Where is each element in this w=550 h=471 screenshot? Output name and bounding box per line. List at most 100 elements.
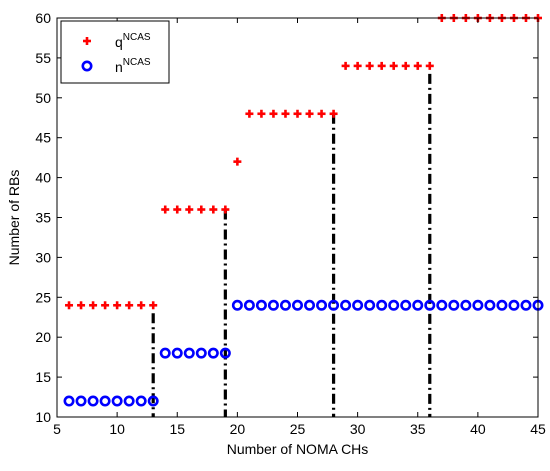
data-point-plus: [185, 205, 194, 214]
data-point-circle: [123, 395, 135, 407]
y-tick-label: 35: [35, 210, 51, 226]
data-point-circle: [99, 395, 111, 407]
data-point-circle: [135, 395, 147, 407]
series-2: [63, 299, 544, 407]
data-point-circle: [219, 347, 231, 359]
data-point-plus: [341, 61, 350, 70]
legend-label-superscript: NCAS: [123, 57, 151, 68]
y-tick-label: 30: [35, 249, 51, 265]
data-point-plus: [317, 109, 326, 118]
data-point-plus: [269, 109, 278, 118]
data-point-circle: [304, 299, 316, 311]
data-point-plus: [293, 109, 302, 118]
data-point-circle: [87, 395, 99, 407]
data-point-plus: [137, 301, 146, 310]
data-point-plus: [401, 61, 410, 70]
data-point-plus: [113, 301, 122, 310]
data-point-circle: [255, 299, 267, 311]
legend-box: [60, 20, 170, 84]
data-point-circle: [316, 299, 328, 311]
y-tick-label: 10: [35, 409, 51, 425]
x-tick-label: 35: [410, 421, 426, 437]
data-point-plus: [221, 205, 230, 214]
x-tick-label: 30: [350, 421, 366, 437]
data-point-circle: [448, 299, 460, 311]
data-point-circle: [496, 299, 508, 311]
y-tick-label: 45: [35, 130, 51, 146]
data-point-circle: [340, 299, 352, 311]
data-point-circle: [352, 299, 364, 311]
x-tick-label: 10: [109, 421, 125, 437]
data-point-plus: [197, 205, 206, 214]
data-point-plus: [149, 301, 158, 310]
x-tick-label: 25: [290, 421, 306, 437]
data-point-circle: [460, 299, 472, 311]
data-point-circle: [183, 347, 195, 359]
data-point-circle: [412, 299, 424, 311]
data-point-circle: [159, 347, 171, 359]
data-point-plus: [329, 109, 338, 118]
y-tick-label: 55: [35, 50, 51, 66]
legend-marker-plus: [83, 37, 91, 45]
legend-label-superscript: NCAS: [123, 32, 151, 43]
data-point-plus: [77, 301, 86, 310]
data-point-plus: [161, 205, 170, 214]
data-point-circle: [328, 299, 340, 311]
data-point-plus: [365, 61, 374, 70]
legend-label-main: n: [115, 59, 123, 75]
data-point-circle: [279, 299, 291, 311]
legend-label-main: q: [115, 34, 123, 50]
x-tick-label: 20: [230, 421, 246, 437]
data-point-circle: [75, 395, 87, 407]
data-point-circle: [424, 299, 436, 311]
data-point-circle: [436, 299, 448, 311]
x-axis-label: Number of NOMA CHs: [227, 441, 369, 457]
data-point-plus: [353, 61, 362, 70]
y-tick-label: 60: [35, 10, 51, 26]
data-point-plus: [413, 61, 422, 70]
data-point-circle: [147, 395, 159, 407]
data-point-circle: [291, 299, 303, 311]
data-point-circle: [472, 299, 484, 311]
y-tick-label: 50: [35, 90, 51, 106]
data-point-circle: [520, 299, 532, 311]
data-point-plus: [377, 61, 386, 70]
data-point-circle: [400, 299, 412, 311]
data-point-circle: [267, 299, 279, 311]
legend-label: nNCAS: [115, 57, 151, 75]
x-tick-label: 45: [530, 421, 546, 437]
data-point-plus: [389, 61, 398, 70]
data-point-plus: [257, 109, 266, 118]
data-point-circle: [171, 347, 183, 359]
data-point-plus: [65, 301, 74, 310]
data-point-plus: [245, 109, 254, 118]
data-point-circle: [364, 299, 376, 311]
data-point-circle: [484, 299, 496, 311]
data-point-circle: [195, 347, 207, 359]
data-point-circle: [243, 299, 255, 311]
plot-marks: [63, 14, 544, 417]
data-point-circle: [207, 347, 219, 359]
data-point-circle: [231, 299, 243, 311]
data-point-plus: [173, 205, 182, 214]
data-point-plus: [425, 61, 434, 70]
y-tick-label: 25: [35, 289, 51, 305]
data-point-plus: [209, 205, 218, 214]
y-tick-label: 15: [35, 369, 51, 385]
legend-label: qNCAS: [115, 32, 151, 50]
data-point-plus: [305, 109, 314, 118]
data-point-plus: [281, 109, 290, 118]
data-point-plus: [101, 301, 110, 310]
data-point-circle: [111, 395, 123, 407]
data-point-circle: [508, 299, 520, 311]
data-point-circle: [63, 395, 75, 407]
data-point-plus: [89, 301, 98, 310]
data-point-circle: [388, 299, 400, 311]
data-point-circle: [376, 299, 388, 311]
data-point-plus: [125, 301, 134, 310]
y-tick-label: 20: [35, 329, 51, 345]
data-point-plus: [233, 157, 242, 166]
